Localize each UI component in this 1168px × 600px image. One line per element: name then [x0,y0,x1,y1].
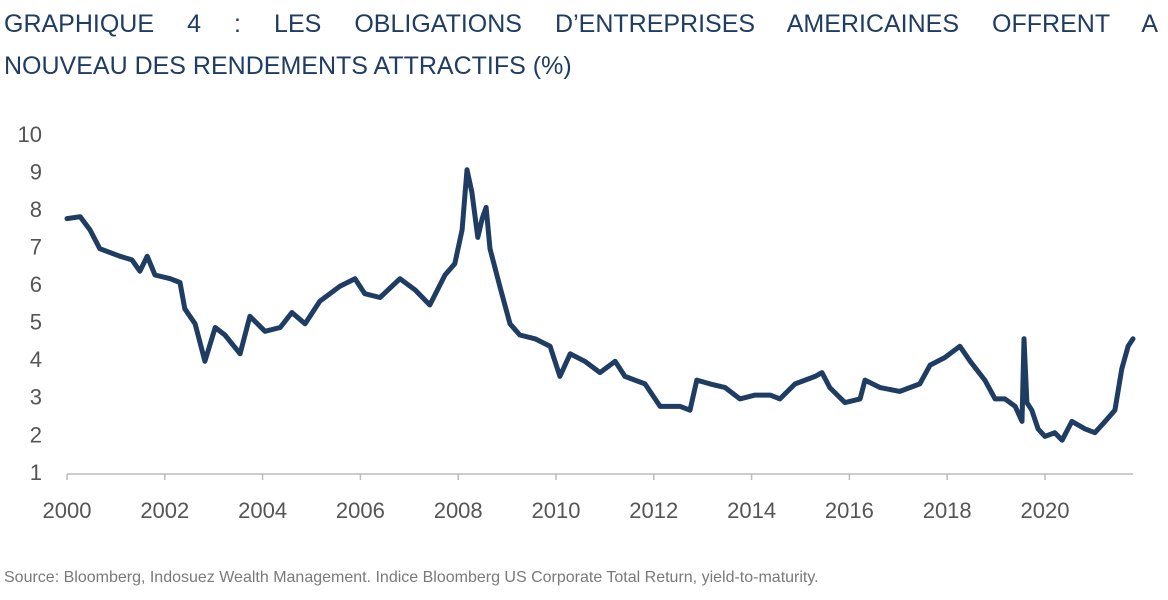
y-tick-label: 4 [30,347,42,372]
y-tick-label: 3 [30,385,42,410]
y-tick-label: 2 [30,422,42,447]
x-tick-label: 2016 [825,498,874,523]
data-line [64,167,1136,443]
chart-title: NOUVEAU DES RENDEMENTS ATTRACTIFS (%) [4,52,572,80]
x-tick-label: 2008 [434,498,483,523]
y-tick-label: 8 [30,197,42,222]
x-tick-label: 2020 [1021,498,1070,523]
x-tick-label: 2010 [532,498,581,523]
x-tick-label: 2000 [43,498,92,523]
y-tick-label: 10 [18,122,42,147]
y-tick-label: 5 [30,310,42,335]
source-note: Source: Bloomberg, Indosuez Wealth Manag… [4,569,819,586]
x-tick-label: 2006 [336,498,385,523]
y-tick-label: 9 [30,159,42,184]
x-tick-label: 2002 [140,498,189,523]
x-tick-label: 2004 [238,498,287,523]
chart: 1 2 3 4 5 6 7 8 9 10 2000 2002 2004 2006 2008 2010 2012 2… [18,122,1136,523]
chart-title: GRAPHIQUE 4 : LES OBLIGATIONS D’ENTREPRI… [4,10,1158,38]
x-tick-label: 2018 [923,498,972,523]
x-tick-label: 2014 [727,498,776,523]
x-tick-label: 2012 [629,498,678,523]
y-tick-label: 1 [30,460,42,485]
y-tick-label: 6 [30,272,42,297]
y-tick-label: 7 [30,234,42,259]
